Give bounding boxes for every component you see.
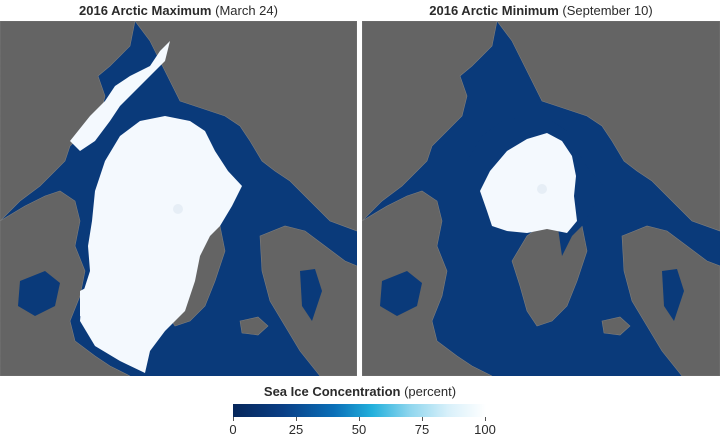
sea-ice-bering [70,41,170,151]
sea-ice-maximum [80,116,242,373]
colorbar-tick [359,417,360,421]
landmass-eurasia [496,21,720,232]
panel-title-minimum-main: 2016 Arctic Minimum [429,3,559,18]
landmass-iceland [239,316,269,336]
panel-title-maximum-date: (March 24) [211,3,278,18]
north-pole-marker [173,204,183,214]
legend-title-main: Sea Ice Concentration [263,384,401,399]
bay-hudson [18,271,60,316]
colorbar-tick-label-25: 25 [288,422,304,437]
colorbar-tick [233,417,234,421]
map-arctic-maximum-canvas [0,21,357,376]
north-pole-marker [537,184,547,194]
sea-ice-colorbar [233,404,486,417]
colorbar-tick-label-0: 0 [229,422,237,437]
sea-ice-hudson [80,283,110,326]
legend-title-unit: (percent) [400,384,457,399]
landmass-canada [362,190,493,376]
colorbar-tick [296,417,297,421]
bay-baltic [300,269,322,321]
legend-title: Sea Ice Concentration (percent) [0,384,720,400]
panel-title-minimum-date: (September 10) [558,3,653,18]
map-arctic-minimum [362,21,720,376]
landmass-canada [0,190,131,376]
panel-title-maximum-main: 2016 Arctic Maximum [79,3,212,18]
map-arctic-maximum [0,21,357,376]
colorbar-tick [422,417,423,421]
colorbar-tick [485,417,486,421]
bay-hudson [380,271,422,316]
colorbar-tick-label-75: 75 [414,422,430,437]
panel-title-minimum: 2016 Arctic Minimum (September 10) [362,3,720,19]
colorbar-tick-label-100: 100 [474,422,496,437]
map-arctic-minimum-canvas [362,21,720,376]
landmass-north-america [362,21,498,222]
panel-title-maximum: 2016 Arctic Maximum (March 24) [0,3,357,19]
landmass-eurasia [134,21,357,232]
landmass-iceland [601,316,631,336]
colorbar-tick-label-50: 50 [351,422,367,437]
bay-baltic [662,269,684,321]
sea-ice-minimum [480,133,577,233]
